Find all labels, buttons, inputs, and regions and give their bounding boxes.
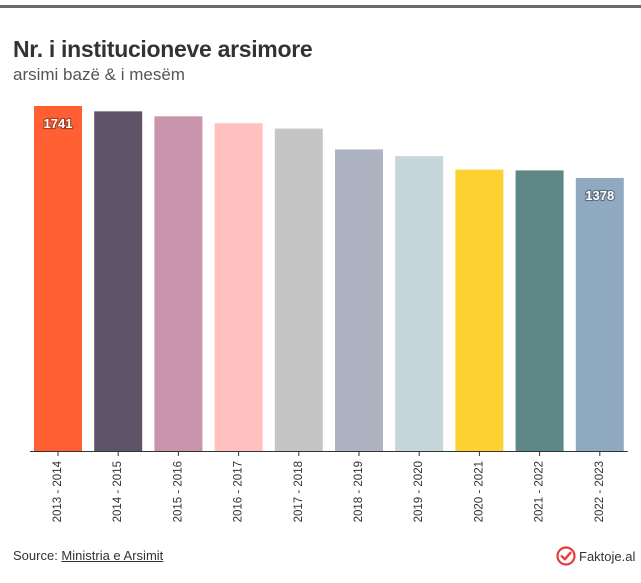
brand-name: Faktoje.al <box>579 548 636 564</box>
x-tick-label: 2018 - 2019 <box>353 461 365 522</box>
data-label: 1741 <box>44 116 73 131</box>
bar-2016-2017 <box>214 123 263 452</box>
bar-2017-2018 <box>274 128 323 452</box>
source-link[interactable]: Ministria e Arsimit <box>61 548 164 563</box>
check-circle-icon <box>556 546 576 566</box>
bar-2020-2021 <box>455 169 504 451</box>
bar-2013-2014 <box>34 106 82 451</box>
x-tick-label: 2014 - 2015 <box>112 461 124 522</box>
x-tick-label: 2020 - 2021 <box>473 461 485 522</box>
bar-2019-2020 <box>395 156 444 451</box>
x-tick-label: 2022 - 2023 <box>594 461 606 522</box>
x-tick-label: 2016 - 2017 <box>233 461 245 522</box>
bar-2014-2015 <box>94 111 143 451</box>
x-tick-label: 2021 - 2022 <box>534 461 546 522</box>
bar-2015-2016 <box>154 116 203 452</box>
bar-chart: 2013 - 2014 1741 2014 - 2015 2015 - 2016 201… <box>30 106 628 522</box>
x-tick-label: 2015 - 2016 <box>172 461 184 522</box>
brand-logo: Faktoje.al <box>556 546 635 566</box>
source-note: Source: Ministria e Arsimit <box>13 548 163 563</box>
chart-title: Nr. i institucioneve arsimore <box>13 36 313 62</box>
x-tick-label: 2017 - 2018 <box>293 461 305 522</box>
source-prefix: Source: <box>13 548 62 563</box>
x-tick-label: 2013 - 2014 <box>52 460 64 522</box>
top-rule <box>0 5 641 8</box>
x-tick-label: 2019 - 2020 <box>413 461 425 522</box>
bar-2022-2023 <box>575 177 624 451</box>
bar-2021-2022 <box>515 170 564 451</box>
chart-subtitle: arsimi bazë & i mesëm <box>13 65 185 84</box>
bar-2018-2019 <box>335 149 383 452</box>
data-label: 1378 <box>585 188 614 203</box>
